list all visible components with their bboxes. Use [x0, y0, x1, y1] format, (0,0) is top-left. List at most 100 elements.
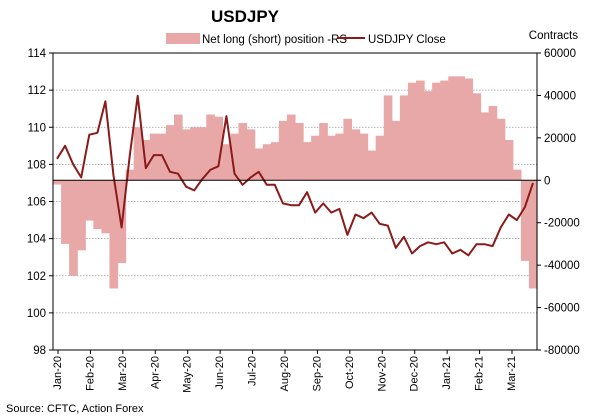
area-bar	[206, 114, 215, 181]
area-bar	[367, 150, 377, 181]
right-tick-label: -60000	[544, 303, 580, 315]
area-bar	[101, 180, 111, 234]
area-bar	[335, 133, 344, 181]
area-bar	[222, 144, 232, 181]
area-bar	[488, 106, 498, 181]
legend: Net long (short) position -RS USDJPY Clo…	[166, 33, 446, 46]
area-bar	[286, 114, 296, 181]
right-axis-title: Contracts	[529, 30, 578, 42]
area-bar	[464, 78, 474, 181]
area-bar	[230, 133, 240, 181]
left-tick-label: 102	[27, 271, 46, 283]
left-tick-label: 98	[33, 345, 46, 357]
area-bar	[319, 123, 328, 181]
area-bar	[77, 180, 86, 251]
area-bar	[456, 76, 465, 181]
right-axis-ticks: -80000 -60000 -40000 -20000 0 20000 40000 60000	[537, 48, 580, 357]
x-tick-label: May-20	[182, 356, 194, 393]
x-tick-label: Nov-20	[376, 356, 388, 391]
right-tick-label: -20000	[544, 218, 580, 230]
area-bar	[528, 180, 538, 289]
area-bar	[214, 116, 223, 181]
area-bar	[141, 139, 151, 181]
area-bar	[262, 144, 272, 181]
x-tick-label: Sep-20	[311, 356, 323, 391]
right-tick-label: 0	[544, 175, 550, 187]
area-bar	[125, 169, 135, 181]
area-bar	[61, 180, 70, 244]
right-tick-label: 20000	[544, 133, 576, 145]
area-bar	[424, 91, 433, 181]
legend-area-label: Net long (short) position -RS	[202, 34, 347, 46]
right-tick-label: -40000	[544, 260, 580, 272]
x-tick-label: Mar-21	[506, 356, 518, 391]
area-bar	[407, 82, 417, 181]
x-tick-label: Mar-20	[117, 356, 129, 391]
legend-area-swatch	[166, 33, 200, 44]
area-bar	[351, 129, 361, 181]
area-bar	[399, 95, 409, 181]
area-bar	[440, 80, 449, 181]
line-series	[56, 94, 534, 257]
left-tick-label: 112	[28, 85, 46, 97]
area-bar	[133, 127, 143, 181]
area-bar	[246, 129, 256, 181]
x-tick-label: Jun-20	[214, 356, 226, 390]
area-bar	[303, 142, 312, 181]
usdjpy-close-line	[56, 94, 534, 257]
area-bar	[416, 80, 425, 181]
right-tick-label: 60000	[544, 48, 576, 60]
left-tick-label: 108	[27, 159, 46, 171]
x-axis-ticks: Jan-20 Feb-20 Mar-20 Apr-20 May-20 Jun-20 Jul-…	[52, 350, 518, 393]
area-bar	[109, 180, 119, 289]
x-tick-label: Jan-21	[441, 356, 453, 390]
area-bar	[343, 118, 353, 181]
area-bar	[254, 148, 264, 181]
area-bar	[520, 180, 530, 261]
x-tick-label: Dec-20	[409, 356, 421, 391]
area-bar	[496, 118, 506, 181]
chart-title: USDJPY	[211, 7, 280, 26]
area-bar	[383, 95, 393, 181]
x-tick-label: Aug-20	[279, 356, 291, 391]
left-tick-label: 106	[27, 197, 46, 209]
area-bar	[198, 127, 207, 181]
area-bar	[270, 142, 280, 181]
area-bar	[448, 76, 457, 181]
area-bar	[359, 133, 369, 181]
area-bar	[149, 133, 159, 181]
area-bar	[391, 120, 401, 181]
area-bar	[432, 82, 441, 181]
left-tick-label: 110	[28, 122, 46, 134]
area-bar	[278, 120, 288, 181]
area-bar	[165, 125, 175, 181]
area-bar	[53, 180, 62, 185]
x-tick-label: Jul-20	[247, 356, 259, 386]
area-bar	[190, 127, 199, 181]
area-bar	[375, 135, 385, 181]
area-bar	[238, 123, 248, 181]
area-bar	[93, 180, 102, 230]
area-bar	[85, 180, 94, 221]
area-bar	[480, 112, 490, 181]
right-tick-label: -80000	[544, 345, 580, 357]
area-bar	[295, 123, 304, 181]
axes	[52, 52, 538, 351]
x-tick-label: Feb-21	[474, 356, 486, 391]
x-tick-label: Feb-20	[84, 356, 96, 391]
left-tick-label: 114	[28, 48, 47, 60]
area-bar	[327, 135, 336, 181]
left-tick-label: 104	[27, 234, 47, 246]
area-bar	[311, 135, 320, 181]
area-bar	[504, 139, 514, 181]
left-axis-ticks: 98 100 102 104 106 108 110 112 114	[27, 48, 53, 357]
x-tick-label: Apr-20	[149, 356, 161, 389]
source-note: Source: CFTC, Action Forex	[6, 403, 144, 415]
area-bar	[182, 129, 191, 181]
area-bar	[472, 93, 482, 181]
area-bar	[512, 169, 522, 181]
right-tick-label: 40000	[544, 90, 576, 102]
left-tick-label: 100	[27, 308, 46, 320]
x-tick-label: Oct-20	[344, 356, 356, 389]
